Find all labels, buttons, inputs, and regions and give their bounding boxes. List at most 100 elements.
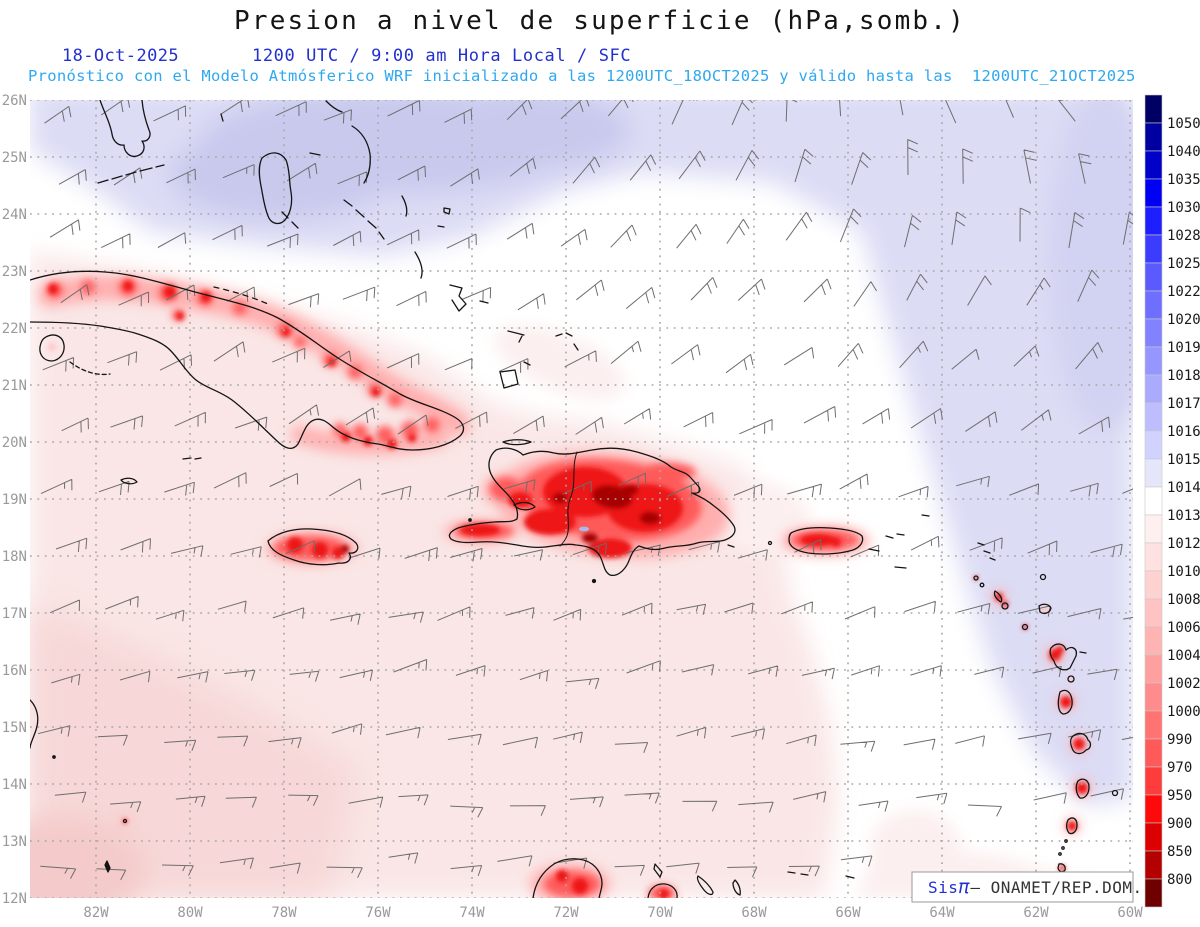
- colorbar-label: 1020: [1167, 312, 1200, 328]
- forecast-time: 1200 UTC / 9:00 am Hora Local / SFC: [252, 46, 632, 66]
- coastline-puerto-rico: [788, 527, 864, 555]
- paraguana-peak: [659, 889, 669, 898]
- colorbar-swatch: [1144, 654, 1163, 684]
- beata-dot: [591, 578, 597, 584]
- wind-barb-field: [37, 100, 1133, 881]
- swan-cay: [52, 755, 56, 759]
- cuba-peak: [408, 434, 416, 442]
- coastline-jamaica: [267, 528, 359, 566]
- colorbar-label: 1002: [1167, 676, 1200, 692]
- lon-label: 70W: [647, 905, 673, 921]
- carriacou-peak: [1059, 865, 1065, 871]
- cuba-terrain: [81, 280, 95, 294]
- page-title: Presion a nivel de superficie (hPa,somb.…: [234, 6, 966, 36]
- lon-label: 78W: [271, 905, 297, 921]
- lat-label: 12N: [2, 891, 27, 907]
- colorbar-swatch: [1144, 738, 1163, 768]
- coastlines: [30, 100, 1133, 898]
- saona-dash: [727, 544, 735, 548]
- coastline-nicaragua: [30, 699, 39, 749]
- coastline-dominica: [1057, 689, 1073, 715]
- coastline-stvincent: [1065, 817, 1078, 835]
- lavender-east-edge: [1050, 100, 1133, 430]
- colorbar-swatch: [1144, 542, 1163, 572]
- coastline-florida: [99, 100, 151, 158]
- hispaniola-dark: [640, 512, 660, 524]
- providencia-outline: [122, 818, 128, 824]
- cuba-terrain: [352, 424, 368, 440]
- lat-label: 15N: [2, 720, 27, 736]
- pink-bottom-right-blob: [870, 810, 960, 880]
- hispaniola-dark: [622, 485, 638, 495]
- florida-keys: [97, 164, 165, 184]
- lat-label: 17N: [2, 606, 27, 622]
- coastline-san-andres: [104, 860, 111, 873]
- graticule-grid: [30, 100, 1133, 898]
- terrain-shading: [38, 276, 1091, 898]
- lon-label: 80W: [177, 905, 203, 921]
- navassa-dot: [468, 518, 472, 522]
- colorbar-swatch: [1144, 150, 1163, 180]
- lon-label: 82W: [83, 905, 109, 921]
- lat-label: 18N: [2, 549, 27, 565]
- venezuela-cays: [787, 871, 855, 879]
- montserrat-outline: [1021, 623, 1029, 631]
- tiburon-strong: [460, 524, 500, 536]
- colorbar-label: 1016: [1167, 424, 1200, 440]
- colorbar-swatch: [1144, 458, 1163, 488]
- nevis-outline: [1001, 602, 1009, 610]
- attribution-sis: Sis: [928, 878, 958, 897]
- colorbar-label: 1017: [1167, 396, 1200, 412]
- cuba-terrain: [348, 365, 362, 379]
- coastline-stlucia: [1075, 778, 1090, 799]
- axis-labels: 26N 25N 24N 23N 22N 21N 20N 19N 18N 17N 16N 15N 14N 1…: [2, 93, 1144, 921]
- grenadines-dot: [1064, 839, 1068, 843]
- coastline-bahamas: [220, 100, 579, 389]
- colorbar-swatch: [1144, 318, 1163, 348]
- colorbar-swatch: [1144, 850, 1163, 880]
- colorbar-label: 950: [1167, 788, 1192, 804]
- colorbar-swatch: [1144, 710, 1163, 740]
- colorbar-legend: 1050 1040 1035 1030 1028 1025 1022 1020 1019 1018…: [1144, 94, 1200, 908]
- lake-enriquillo: [579, 526, 589, 532]
- puerto-rico-peak: [831, 537, 841, 547]
- colorbar-label: 1006: [1167, 620, 1200, 636]
- lat-label: 24N: [2, 207, 27, 223]
- colorbar-label: 990: [1167, 732, 1192, 748]
- colorbar-swatch: [1144, 234, 1163, 264]
- lat-label: 16N: [2, 663, 27, 679]
- cuba-peak: [363, 436, 373, 446]
- martinique-peak: [1073, 738, 1085, 750]
- lon-label: 72W: [553, 905, 579, 921]
- montserrat-peak: [1022, 624, 1028, 630]
- colorbar-swatch: [1144, 430, 1163, 460]
- lat-label: 22N: [2, 321, 27, 337]
- colorbar-label: 1030: [1167, 200, 1200, 216]
- forecast-date: 18-Oct-2025: [62, 46, 179, 66]
- colorbar-label: 800: [1167, 872, 1192, 888]
- nevis-peak: [1002, 601, 1008, 607]
- colorbar-swatch: [1144, 290, 1163, 320]
- coastline-isla-juventud: [39, 334, 65, 362]
- deeper-pink-southwest: [30, 600, 360, 898]
- guajira-peak: [556, 870, 568, 882]
- colorbar-swatch: [1144, 94, 1163, 124]
- colorbar-label: 900: [1167, 816, 1192, 832]
- mona-outline: [767, 540, 773, 546]
- jamaica-peak: [312, 542, 328, 558]
- leeward-islands: [977, 542, 1087, 654]
- coastline-cuba: [30, 270, 465, 451]
- colorbar-label: 1028: [1167, 228, 1200, 244]
- grenadines-dot: [1061, 846, 1065, 850]
- colorbar-label: 970: [1167, 760, 1192, 776]
- dominica-peak: [1060, 696, 1072, 708]
- colorbar-label: 1013: [1167, 508, 1200, 524]
- cuba-peak: [123, 281, 133, 291]
- lon-label: 68W: [741, 905, 767, 921]
- juventud-pale: [48, 343, 56, 351]
- lon-label: 76W: [365, 905, 391, 921]
- coastline-guadeloupe: [1049, 643, 1077, 671]
- colorbar-swatch: [1144, 262, 1163, 292]
